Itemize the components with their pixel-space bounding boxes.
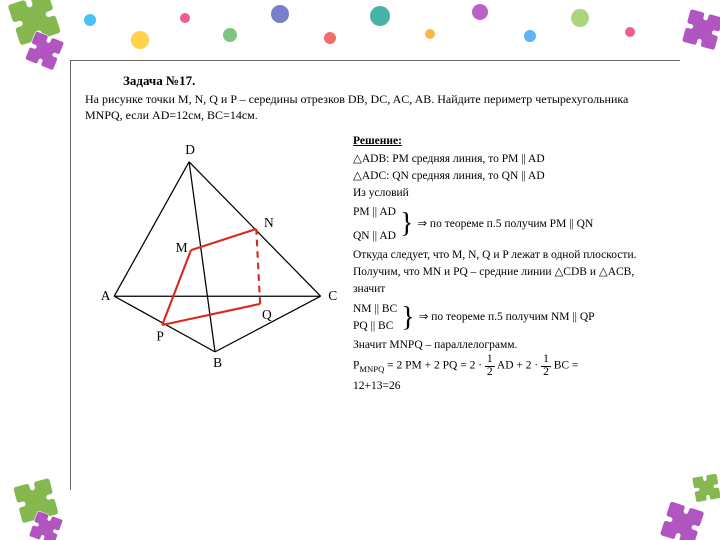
solution-result: 12+13=26 [353,378,666,395]
brace-result: ⇒ по теореме п.5 получим PM || QN [417,216,593,233]
brace-icon: } [401,307,414,329]
svg-text:N: N [264,215,274,230]
svg-text:A: A [101,288,111,303]
solution-line: Откуда следует, что M, N, Q и P лежат в … [353,247,666,264]
solution-line: Получим, что MN и PQ – средние линии △CD… [353,264,666,299]
brace-result: ⇒ по теореме п.5 получим NM || QP [419,309,595,326]
brace-item: PQ || BC [353,318,397,335]
svg-text:B: B [213,356,222,371]
solution-line: Значит MNPQ – параллелограмм. [353,337,666,354]
problem-frame: Задача №17. На рисунке точки M, N, Q и P… [70,60,680,490]
solution-line: △ADB: PM средняя линия, то PM || AD [353,151,666,168]
problem-statement: На рисунке точки M, N, Q и P – середины … [85,91,666,123]
problem-title: Задача №17. [123,73,666,89]
svg-text:D: D [185,142,195,157]
solution-line: △ADC: QN средняя линия, то QN || AD [353,168,666,185]
solution-block: Решение: △ADB: PM средняя линия, то PM |… [353,133,666,395]
brace-icon: } [400,213,413,235]
geometry-diagram: A B C D M N P Q [85,133,345,373]
brace-block-2: NM || BC PQ || BC } ⇒ по теореме п.5 пол… [353,301,666,336]
solution-line: Из условий [353,185,666,202]
brace-item: QN || AD [353,228,396,245]
svg-text:M: M [176,240,188,255]
brace-item: NM || BC [353,301,397,318]
svg-text:P: P [156,329,163,344]
solution-header: Решение: [353,135,402,147]
brace-block-1: PM || AD QN || AD } ⇒ по теореме п.5 пол… [353,204,666,245]
svg-text:Q: Q [262,308,272,323]
perimeter-formula: PMNPQ = 2 PM + 2 PQ = 2 · 12 AD + 2 · 12… [353,354,666,378]
content-row: A B C D M N P Q Решение: △ADB: PM средняя линия… [85,133,666,395]
svg-text:C: C [328,288,337,303]
brace-item: PM || AD [353,204,396,221]
